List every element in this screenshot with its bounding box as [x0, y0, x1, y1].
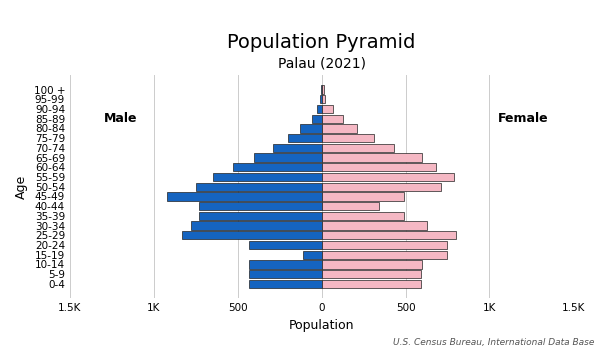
Bar: [322, 260, 422, 268]
Bar: [317, 105, 322, 113]
Bar: [322, 114, 343, 123]
Bar: [199, 212, 322, 220]
Bar: [322, 144, 394, 152]
Bar: [322, 183, 441, 191]
Bar: [250, 280, 322, 288]
Bar: [322, 95, 325, 103]
Bar: [313, 114, 322, 123]
Bar: [322, 134, 374, 142]
Bar: [322, 173, 454, 181]
Bar: [322, 270, 421, 278]
Bar: [322, 241, 448, 249]
Bar: [322, 251, 448, 259]
Bar: [250, 270, 322, 278]
Bar: [322, 153, 422, 162]
Text: Male: Male: [104, 112, 137, 125]
Bar: [322, 124, 357, 133]
Bar: [167, 192, 322, 201]
Bar: [322, 280, 421, 288]
Bar: [322, 192, 404, 201]
Y-axis label: Age: Age: [15, 175, 28, 199]
Bar: [321, 85, 322, 94]
Bar: [250, 241, 322, 249]
Bar: [191, 222, 322, 230]
X-axis label: Population: Population: [289, 318, 355, 331]
Bar: [322, 105, 332, 113]
Text: Female: Female: [497, 112, 548, 125]
Bar: [300, 124, 322, 133]
Bar: [322, 231, 456, 239]
Bar: [288, 134, 322, 142]
Bar: [322, 85, 323, 94]
Bar: [233, 163, 322, 172]
Bar: [322, 212, 404, 220]
Bar: [250, 260, 322, 268]
Bar: [254, 153, 322, 162]
Bar: [322, 202, 379, 210]
Bar: [199, 202, 322, 210]
Title: Population Pyramid: Population Pyramid: [227, 33, 416, 51]
Bar: [273, 144, 322, 152]
Bar: [196, 183, 322, 191]
Text: Palau (2021): Palau (2021): [278, 57, 365, 71]
Bar: [320, 95, 322, 103]
Bar: [322, 222, 427, 230]
Text: U.S. Census Bureau, International Data Base: U.S. Census Bureau, International Data B…: [392, 337, 594, 346]
Bar: [322, 163, 436, 172]
Bar: [303, 251, 322, 259]
Bar: [182, 231, 322, 239]
Bar: [212, 173, 322, 181]
